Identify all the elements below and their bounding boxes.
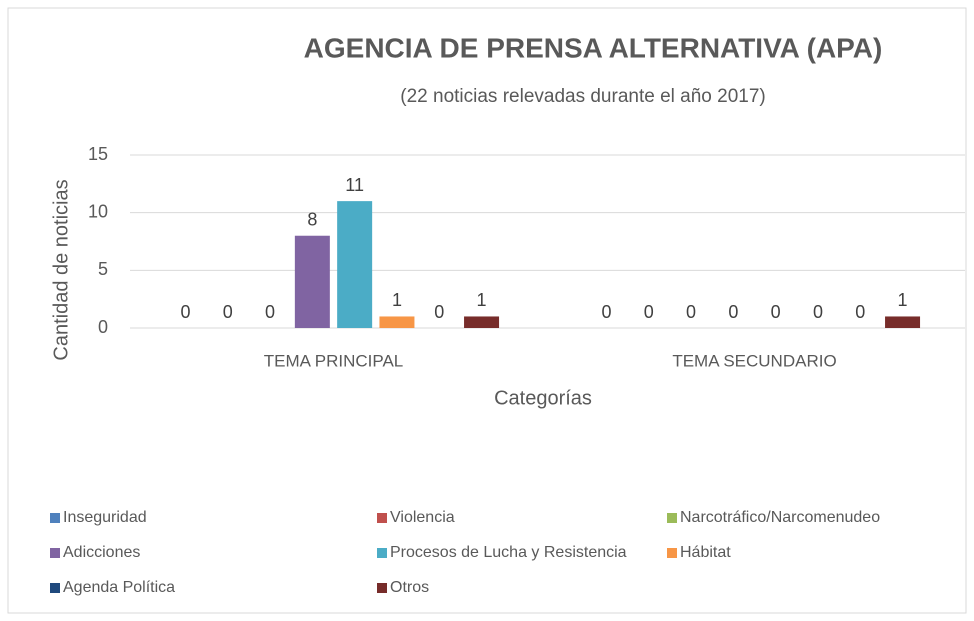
bar <box>337 201 373 328</box>
bar <box>885 316 921 328</box>
legend-label: Inseguridad <box>63 509 147 526</box>
legend-label: Procesos de Lucha y Resistencia <box>390 544 627 561</box>
data-label: 0 <box>771 302 781 322</box>
data-label: 1 <box>392 290 402 310</box>
legend-swatch <box>377 583 387 593</box>
legend-swatch <box>667 548 677 558</box>
data-label: 0 <box>813 302 823 322</box>
y-tick-label: 5 <box>98 259 108 279</box>
data-label: 0 <box>601 302 611 322</box>
legend-label: Hábitat <box>680 544 731 561</box>
data-label: 0 <box>180 302 190 322</box>
legend-swatch <box>377 513 387 523</box>
data-label: 0 <box>728 302 738 322</box>
data-label: 0 <box>223 302 233 322</box>
y-tick-label: 10 <box>88 201 108 221</box>
data-label: 0 <box>855 302 865 322</box>
legend-swatch <box>50 548 60 558</box>
legend-label: Violencia <box>390 509 455 526</box>
chart-title: AGENCIA DE PRENSA ALTERNATIVA (APA) <box>304 32 883 63</box>
x-tick-label: TEMA PRINCIPAL <box>264 351 404 370</box>
bar <box>464 316 500 328</box>
legend-swatch <box>50 513 60 523</box>
y-tick-label: 0 <box>98 317 108 337</box>
legend-swatch <box>50 583 60 593</box>
legend-label: Agenda Política <box>63 579 175 596</box>
y-tick-label: 15 <box>88 144 108 164</box>
bar <box>379 316 415 328</box>
data-label: 8 <box>307 209 317 229</box>
legend-label: Otros <box>390 579 429 596</box>
data-label: 1 <box>477 290 487 310</box>
legend-label: Narcotráfico/Narcomenudeo <box>680 509 880 526</box>
chart-frame <box>7 7 967 614</box>
legend-label: Adicciones <box>63 544 140 561</box>
data-label: 0 <box>686 302 696 322</box>
data-label: 1 <box>898 290 908 310</box>
x-tick-label: TEMA SECUNDARIO <box>672 351 836 370</box>
legend-swatch <box>667 513 677 523</box>
data-label: 0 <box>265 302 275 322</box>
chart-subtitle: (22 noticias relevadas durante el año 20… <box>400 86 765 107</box>
legend-swatch <box>377 548 387 558</box>
x-axis-title: Categorías <box>494 387 592 409</box>
bar <box>294 235 330 328</box>
data-label: 0 <box>434 302 444 322</box>
data-label: 11 <box>345 175 364 195</box>
data-label: 0 <box>644 302 654 322</box>
y-axis-title: Cantidad de noticias <box>50 179 72 360</box>
